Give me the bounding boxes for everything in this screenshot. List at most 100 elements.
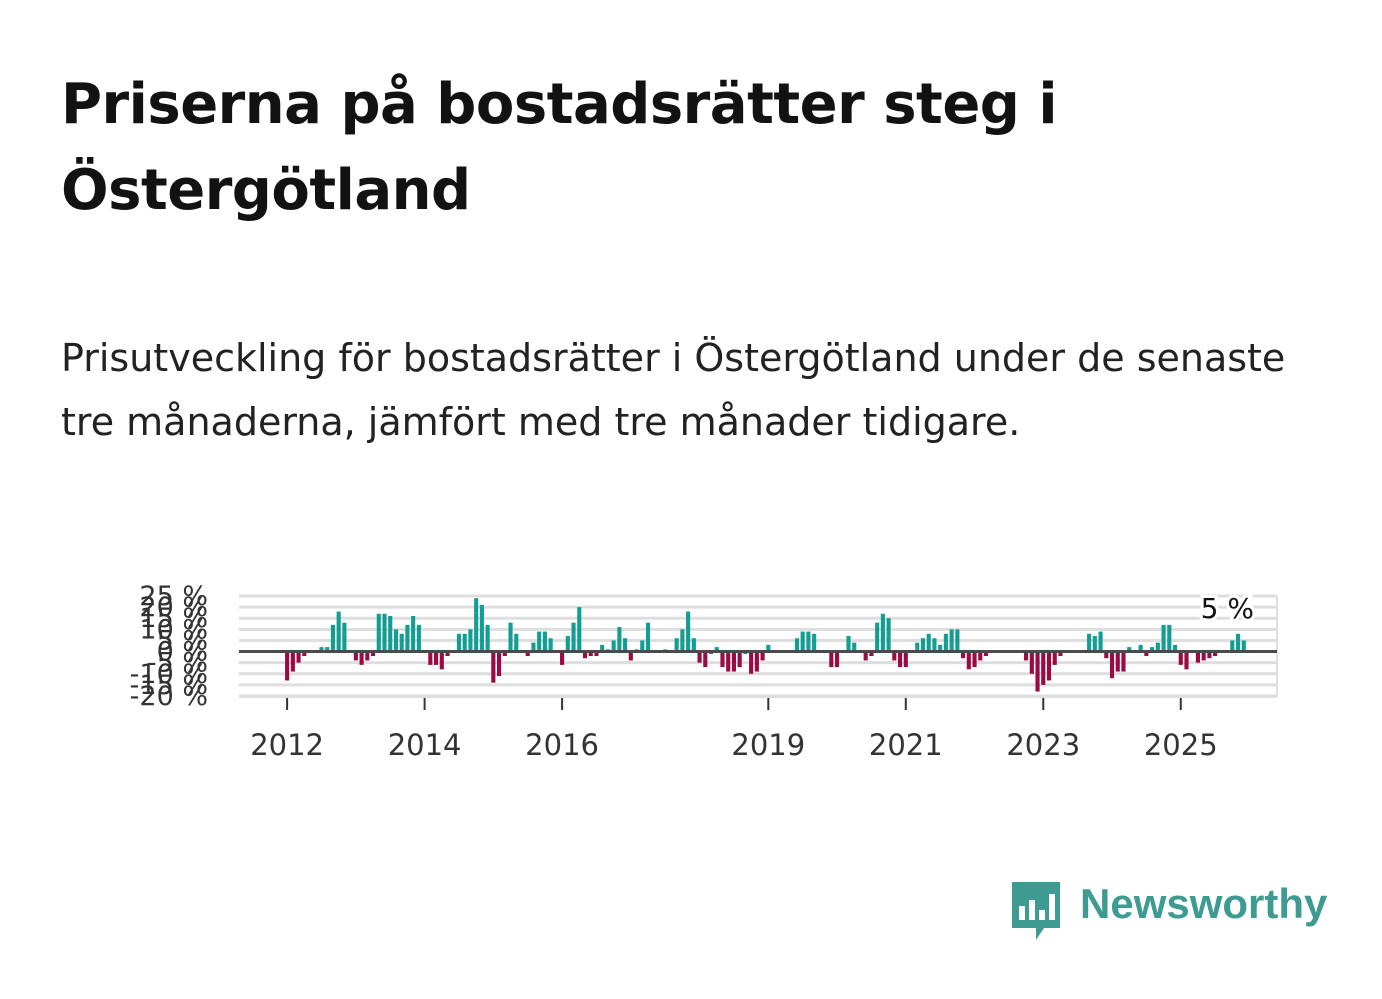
bar xyxy=(806,631,811,652)
bar xyxy=(966,651,971,670)
y-tick-label: -10 % xyxy=(130,659,208,690)
bar xyxy=(336,611,341,652)
bar xyxy=(880,613,885,652)
bar xyxy=(726,651,731,672)
bar xyxy=(468,629,473,652)
x-tick-label: 2019 xyxy=(731,728,805,762)
bar xyxy=(1230,640,1235,652)
bar xyxy=(1127,647,1132,652)
bar xyxy=(766,644,771,652)
bar xyxy=(1092,636,1097,652)
bar xyxy=(502,651,507,656)
bar xyxy=(388,616,393,652)
bar xyxy=(1161,624,1166,652)
bar xyxy=(1167,624,1172,652)
bar xyxy=(691,638,696,652)
y-tick-label: 10 % xyxy=(139,614,208,645)
bar xyxy=(433,651,439,665)
chart-subtitle: Prisutveckling för bostadsrätter i Öster… xyxy=(61,336,1286,444)
bar xyxy=(330,624,336,652)
bar xyxy=(1104,651,1109,659)
bar xyxy=(485,624,490,652)
bar xyxy=(1087,633,1092,652)
bar xyxy=(319,647,324,652)
bar xyxy=(571,622,576,652)
bar xyxy=(416,624,421,652)
bar xyxy=(296,651,301,663)
newsworthy-logo-text: Newsworthy xyxy=(1080,880,1328,927)
bar xyxy=(342,622,347,652)
x-tick-label: 2014 xyxy=(388,728,462,762)
bar xyxy=(1213,651,1218,656)
bar xyxy=(1024,651,1029,661)
y-tick-label: 0 % xyxy=(157,637,208,668)
y-tick-label: -15 % xyxy=(130,670,208,701)
bar xyxy=(1029,651,1034,674)
bar xyxy=(393,629,399,652)
x-tick-label: 2012 xyxy=(250,728,324,762)
bar xyxy=(754,651,759,672)
bar-chart: 25 %20 %15 %10 %5 %0 %-5 %-10 %-15 %-20 … xyxy=(130,581,1278,762)
y-tick-label: -20 % xyxy=(130,681,208,712)
bar xyxy=(863,651,868,661)
y-axis-labels: 25 %20 %15 %10 %5 %0 %-5 %-10 %-15 %-20 … xyxy=(130,581,208,712)
bar xyxy=(542,631,547,652)
bar xyxy=(1052,651,1057,665)
bar xyxy=(834,651,840,668)
bar xyxy=(852,642,857,652)
bar xyxy=(812,633,817,652)
bar xyxy=(800,631,805,652)
bar xyxy=(628,651,633,661)
bar xyxy=(1144,651,1149,656)
bar xyxy=(497,651,502,676)
bar xyxy=(370,651,376,656)
bar xyxy=(537,631,542,652)
bar xyxy=(359,651,364,665)
bar xyxy=(531,642,536,652)
bar xyxy=(594,651,599,656)
y-tick-label: 5 % xyxy=(157,625,208,656)
bar xyxy=(325,647,330,652)
bar xyxy=(640,640,645,652)
bar xyxy=(1172,644,1178,652)
bar xyxy=(548,638,553,652)
bar xyxy=(898,651,903,668)
bar xyxy=(365,651,370,661)
bar xyxy=(588,651,593,656)
bar xyxy=(560,651,565,665)
y-tick-label: 25 % xyxy=(139,581,208,612)
bar xyxy=(731,651,737,672)
x-axis: 2012 2014 2016 2019 2021 2023 2025 xyxy=(250,698,1218,762)
x-tick-label: 2021 xyxy=(869,728,943,762)
bar xyxy=(972,651,977,668)
bar xyxy=(1241,640,1246,652)
bar xyxy=(582,651,588,659)
bar xyxy=(600,644,605,652)
bar xyxy=(617,627,622,652)
bar xyxy=(892,651,897,661)
bar xyxy=(869,651,874,656)
bar xyxy=(445,651,450,656)
bar xyxy=(737,651,742,668)
bar xyxy=(983,651,989,656)
bar xyxy=(955,629,960,652)
bar xyxy=(794,638,800,652)
bar xyxy=(875,622,880,652)
bar xyxy=(491,651,496,683)
bar xyxy=(1121,651,1126,672)
x-tick-label: 2016 xyxy=(525,728,599,762)
x-tick-label: 2023 xyxy=(1006,728,1080,762)
bar xyxy=(680,629,685,652)
newsworthy-logo: Newsworthy xyxy=(1010,878,1330,944)
bar xyxy=(1150,647,1155,652)
bar xyxy=(611,640,616,652)
bar xyxy=(285,651,290,681)
bar xyxy=(565,636,570,652)
bar xyxy=(508,622,513,652)
bar xyxy=(886,618,891,652)
bar xyxy=(1098,631,1103,652)
bar xyxy=(1195,651,1201,663)
bar xyxy=(1178,651,1183,665)
bar xyxy=(428,651,433,665)
bar xyxy=(1184,651,1189,670)
